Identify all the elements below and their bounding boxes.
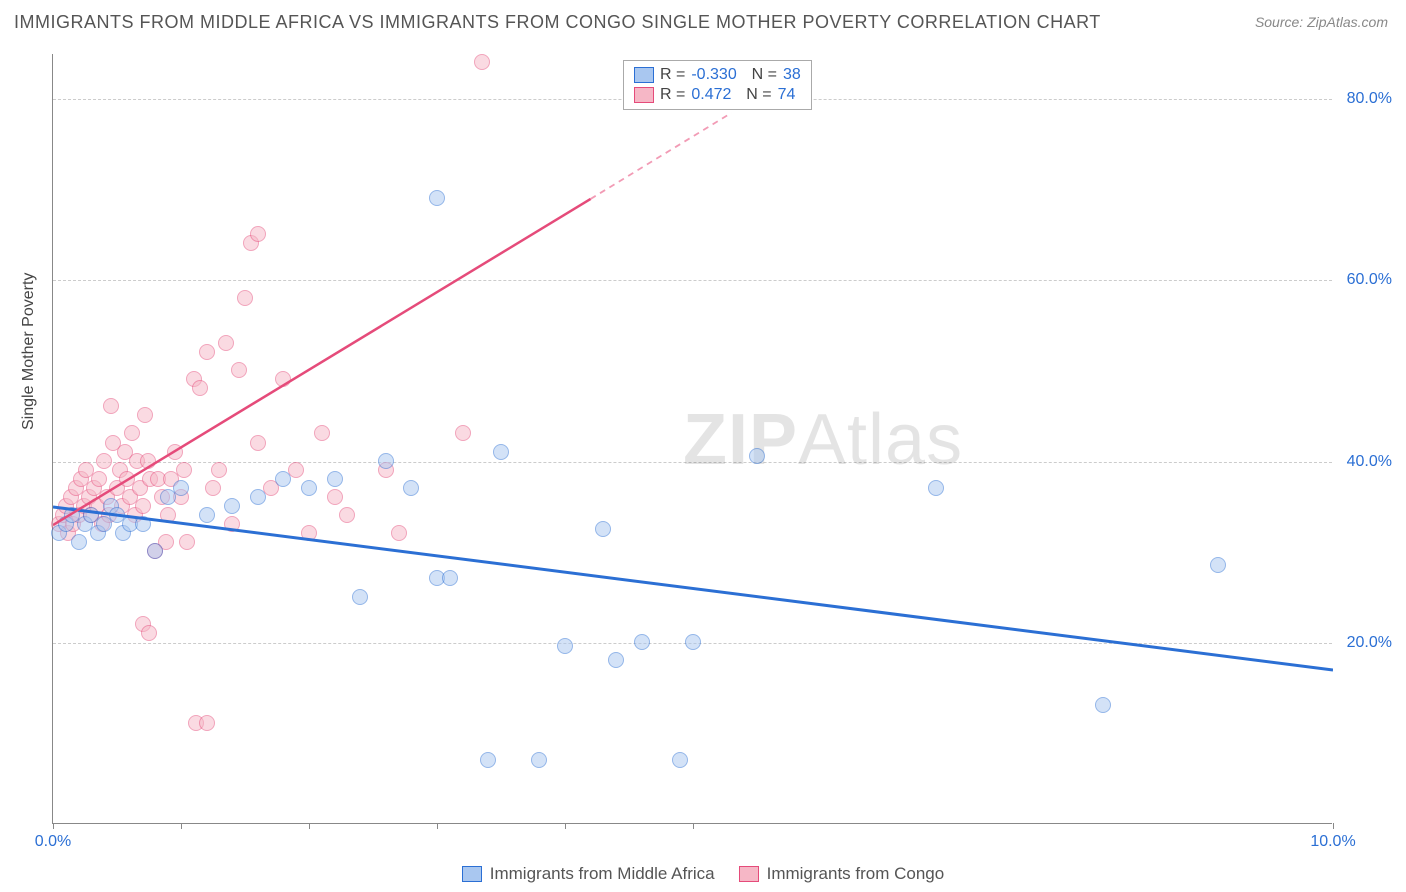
data-point [531,752,547,768]
data-point [455,425,471,441]
data-point [199,507,215,523]
data-point [391,525,407,541]
data-point [199,344,215,360]
legend-label-b: Immigrants from Congo [767,864,945,884]
data-point [71,534,87,550]
data-point [224,516,240,532]
swatch-icon [462,866,482,882]
data-point [205,480,221,496]
y-tick-label: 40.0% [1347,453,1392,471]
data-point [124,425,140,441]
data-point [557,638,573,654]
data-point [493,444,509,460]
gridline [53,462,1332,463]
legend-item-series-b: Immigrants from Congo [739,864,945,884]
data-point [250,226,266,242]
data-point [352,589,368,605]
data-point [474,54,490,70]
data-point [634,634,650,650]
source-label: Source: ZipAtlas.com [1255,14,1388,30]
data-point [275,471,291,487]
y-axis-title: Single Mother Poverty [20,273,38,430]
data-point [147,543,163,559]
data-point [250,435,266,451]
data-point [480,752,496,768]
legend-item-series-a: Immigrants from Middle Africa [462,864,715,884]
data-point [672,752,688,768]
data-point [211,462,227,478]
trend-lines [53,54,1333,824]
data-point [167,444,183,460]
data-point [314,425,330,441]
data-point [429,190,445,206]
y-tick-label: 20.0% [1347,634,1392,652]
data-point [140,453,156,469]
chart-title: IMMIGRANTS FROM MIDDLE AFRICA VS IMMIGRA… [14,12,1101,33]
data-point [237,290,253,306]
data-point [135,516,151,532]
data-point [179,534,195,550]
data-point [199,715,215,731]
swatch-icon [739,866,759,882]
data-point [1210,557,1226,573]
watermark: ZIPAtlas [683,399,963,481]
x-tick [437,823,438,829]
data-point [685,634,701,650]
bottom-legend: Immigrants from Middle Africa Immigrants… [0,864,1406,884]
x-tick-label: 0.0% [35,833,71,851]
data-point [1095,697,1111,713]
data-point [135,498,151,514]
data-point [231,362,247,378]
data-point [928,480,944,496]
data-point [595,521,611,537]
data-point [160,507,176,523]
x-tick-label: 10.0% [1310,833,1355,851]
data-point [250,489,266,505]
data-point [327,489,343,505]
data-point [176,462,192,478]
data-point [141,625,157,641]
x-tick [53,823,54,829]
data-point [192,380,208,396]
data-point [275,371,291,387]
data-point [442,570,458,586]
legend-label-a: Immigrants from Middle Africa [490,864,715,884]
data-point [301,480,317,496]
data-point [173,480,189,496]
y-tick-label: 60.0% [1347,271,1392,289]
plot-area: 20.0%40.0%60.0%80.0%0.0%10.0%ZIPAtlas R … [52,54,1332,824]
x-tick [309,823,310,829]
x-tick [693,823,694,829]
data-point [403,480,419,496]
data-point [96,453,112,469]
data-point [137,407,153,423]
gridline [53,280,1332,281]
stats-legend: R = -0.330 N = 38 R = 0.472 N = 74 [623,60,812,110]
y-tick-label: 80.0% [1347,90,1392,108]
data-point [224,498,240,514]
x-tick [181,823,182,829]
x-tick [1333,823,1334,829]
data-point [339,507,355,523]
x-tick [565,823,566,829]
data-point [301,525,317,541]
data-point [103,398,119,414]
data-point [218,335,234,351]
data-point [327,471,343,487]
data-point [378,453,394,469]
data-point [91,471,107,487]
data-point [749,448,765,464]
data-point [608,652,624,668]
